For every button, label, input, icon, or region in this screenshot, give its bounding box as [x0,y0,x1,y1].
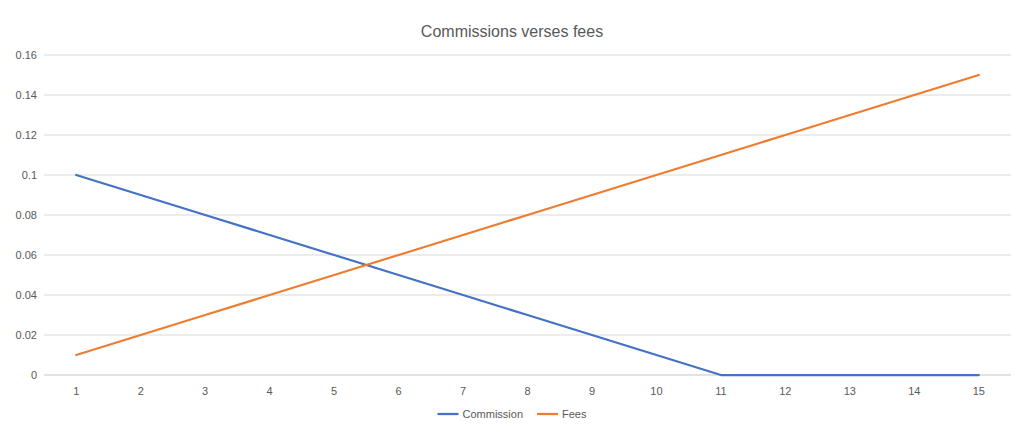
grid-line [44,175,1011,176]
x-tick-label: 8 [524,385,530,397]
legend-swatch [438,413,459,415]
legend-swatch [537,413,558,415]
y-tick-label: 0 [31,369,37,381]
x-tick-label: 15 [973,385,985,397]
x-tick-label: 12 [779,385,791,397]
x-tick-label: 10 [650,385,662,397]
background [0,0,1024,434]
y-tick-label: 0.1 [22,169,37,181]
y-tick-label: 0.14 [16,89,37,101]
y-tick-label: 0.04 [16,289,37,301]
x-tick-label: 7 [460,385,466,397]
grid-line [44,335,1011,336]
y-tick-label: 0.02 [16,329,37,341]
y-tick-label: 0.06 [16,249,37,261]
grid-line [44,55,1011,56]
x-tick-label: 5 [331,385,337,397]
x-tick-label: 6 [396,385,402,397]
x-tick-label: 14 [908,385,920,397]
x-tick-label: 4 [267,385,273,397]
grid-line [44,295,1011,296]
grid-line [44,95,1011,96]
x-tick-label: 1 [73,385,79,397]
x-tick-label: 2 [138,385,144,397]
series-line [76,75,979,355]
y-tick-label: 0.12 [16,129,37,141]
y-tick-label: 0.08 [16,209,37,221]
series-group [76,75,979,375]
x-tick-label: 3 [202,385,208,397]
y-tick-label: 0.16 [16,49,37,61]
x-tick-label: 11 [715,385,726,397]
legend: Commission Fees [438,408,587,420]
title: Commissions verses fees [421,23,603,40]
x-tick-label: 9 [589,385,595,397]
legend-label: Commission [463,408,524,420]
series-line [76,175,979,375]
x-tick-label: 13 [844,385,856,397]
grid-line [44,135,1011,136]
legend-label: Fees [562,408,587,420]
grid-line [44,255,1011,256]
chart: Commissions verses fees 0 0.02 0.04 0.06 0.08… [0,0,1024,434]
